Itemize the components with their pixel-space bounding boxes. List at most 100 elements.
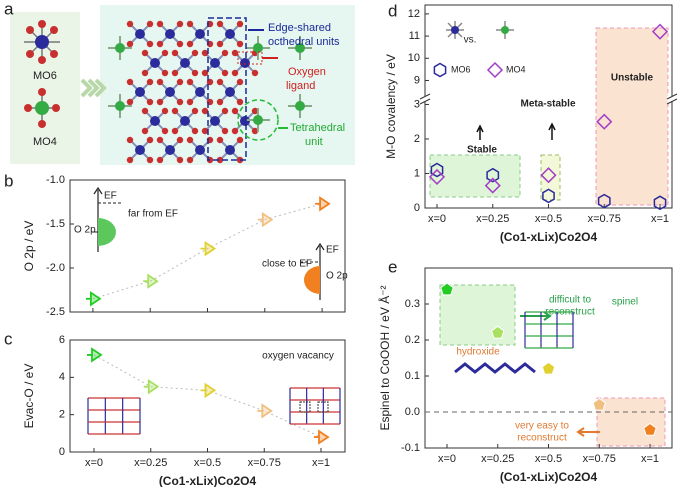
atom	[295, 43, 305, 53]
x-tick-label: x=0.5	[194, 457, 221, 469]
annotation: O 2p	[74, 225, 96, 236]
atom	[186, 136, 194, 144]
atom	[191, 127, 199, 135]
atom	[191, 69, 199, 77]
arrow-point	[257, 211, 274, 228]
atom	[186, 98, 194, 106]
atom	[216, 20, 224, 28]
annotation: difficult to	[549, 295, 591, 306]
y-tick-label: 1	[414, 167, 420, 179]
atom	[126, 78, 134, 86]
atom	[171, 69, 179, 77]
decoration	[304, 266, 320, 294]
atom	[201, 49, 209, 57]
atom	[150, 116, 160, 126]
atom	[146, 40, 154, 48]
x-tick-label: x=0	[85, 457, 103, 469]
atom	[161, 69, 169, 77]
x-tick-label: x=0.75	[588, 213, 621, 225]
atom	[195, 29, 205, 39]
y-tick-label: 0.1	[405, 370, 420, 382]
label: MO6	[33, 70, 57, 82]
atom	[156, 98, 164, 106]
x-tick-label: x=0.75	[248, 457, 281, 469]
atom	[221, 69, 229, 77]
diamond-point	[484, 177, 501, 194]
annotation: vs.	[464, 35, 477, 46]
legend-label: MO6	[451, 64, 471, 74]
arrow-point	[143, 273, 159, 289]
annotation: EF	[326, 245, 339, 256]
diamond-point	[428, 168, 446, 185]
arrow-point	[314, 429, 330, 445]
atom	[225, 87, 235, 97]
atom	[176, 98, 184, 106]
atom	[253, 115, 263, 125]
axis-break	[666, 93, 678, 105]
annotation: very easy to	[515, 421, 569, 432]
hexagon-point	[653, 195, 667, 211]
x-tick-label: x=0	[438, 453, 456, 465]
trend-line	[93, 354, 322, 438]
y-tick-label: 4	[59, 371, 65, 383]
atom	[451, 26, 459, 34]
atom	[126, 20, 134, 28]
atom	[150, 58, 160, 68]
x-tick-label: x=0.5	[535, 213, 562, 225]
decoration	[476, 124, 484, 140]
atom	[225, 145, 235, 155]
label: Oxygen	[288, 66, 326, 78]
y-tick-label: 10	[408, 52, 420, 64]
arrow-point	[315, 196, 331, 212]
atom	[216, 40, 224, 48]
y-tick-label: 12	[408, 8, 420, 20]
annotation: Unstable	[611, 73, 654, 84]
atom	[156, 20, 164, 28]
legend-label: MO4	[506, 64, 526, 74]
annotation: Meta-stable	[520, 99, 575, 110]
panel-a: a MO6 MO4 Edge-shared octhedral units Ox…	[4, 0, 355, 165]
arrow-point	[257, 403, 273, 419]
atom	[201, 69, 209, 77]
hexagon-point	[433, 62, 447, 78]
atom	[171, 127, 179, 135]
atom	[161, 49, 169, 57]
atom	[171, 107, 179, 115]
trend-line	[92, 203, 323, 300]
atom	[236, 78, 244, 86]
atom	[141, 69, 149, 77]
panel-letter: d	[388, 1, 397, 20]
atom	[141, 107, 149, 115]
atom	[156, 78, 164, 86]
y-tick-label: 0.3	[405, 298, 420, 310]
y-axis-label: M-O covalency / eV	[384, 54, 398, 159]
panel-letter: b	[4, 171, 13, 190]
y-axis-label: Evac-O / eV	[22, 364, 36, 429]
lattice	[108, 20, 312, 164]
atom	[186, 20, 194, 28]
atom	[176, 40, 184, 48]
atom	[126, 40, 134, 48]
atom	[236, 98, 244, 106]
atom	[210, 58, 220, 68]
label: octhedral units	[268, 36, 340, 48]
y-tick-label: 0.2	[405, 334, 420, 346]
atom	[221, 127, 229, 135]
y-tick-label: 0	[59, 446, 65, 458]
arrow-point	[143, 378, 160, 395]
y-tick-label: 11	[409, 30, 420, 42]
atom	[115, 101, 125, 111]
diamond-point	[540, 167, 557, 184]
pentagon-point	[541, 361, 556, 375]
atom	[180, 116, 190, 126]
atom	[171, 49, 179, 57]
diamond-point	[486, 61, 504, 79]
hexagon-point	[542, 188, 555, 204]
pentagon-point	[440, 282, 454, 296]
x-tick-label: x=1	[641, 453, 659, 465]
atom	[186, 78, 194, 86]
atom	[221, 107, 229, 115]
y-tick-label: 2	[414, 133, 420, 145]
arrow-point	[200, 240, 217, 257]
y-tick-label: -1.5	[46, 218, 65, 230]
